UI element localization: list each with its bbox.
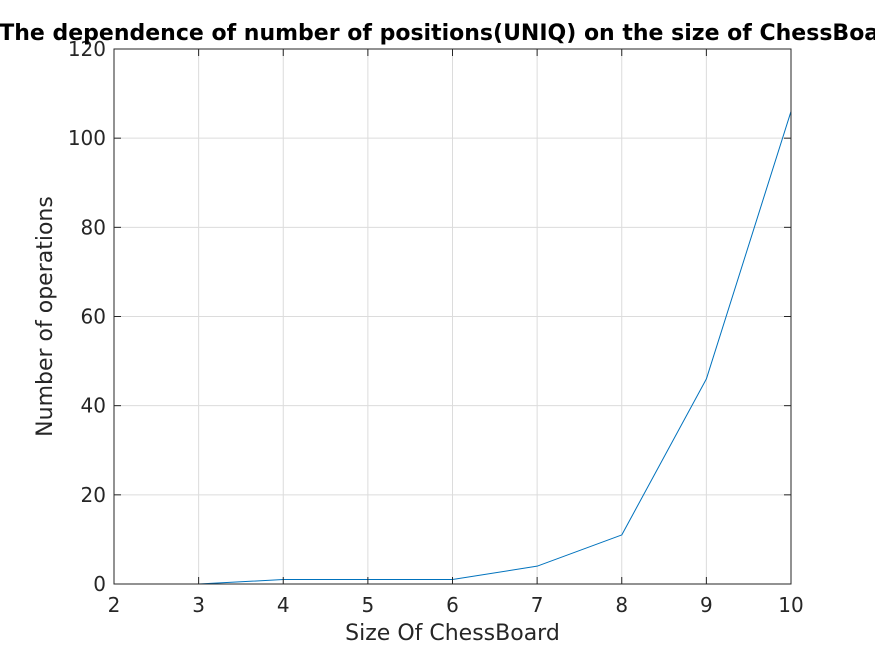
x-tick-label: 8 [615,593,628,617]
y-tick-label: 80 [81,215,106,239]
y-tick-label: 100 [68,126,106,150]
y-tick-labels: 0 20 40 60 80 100 120 [68,37,106,596]
x-tick-label: 7 [531,593,544,617]
y-axis-label: Number of operations [33,196,58,437]
grid-lines [114,49,791,584]
y-tick-label: 120 [68,37,106,61]
tick-marks [113,48,792,585]
x-tick-label: 3 [192,593,205,617]
y-tick-label: 40 [81,394,106,418]
x-tick-label: 6 [446,593,459,617]
x-tick-labels: 2 3 4 5 6 7 8 9 10 [108,593,804,617]
x-tick-label: 5 [362,593,375,617]
x-tick-label: 2 [108,593,121,617]
x-axis-label: Size Of ChessBoard [345,621,560,646]
x-tick-label: 10 [778,593,803,617]
chart-title: The dependence of number of positions(UN… [0,21,875,46]
x-tick-label: 9 [700,593,713,617]
y-tick-label: 20 [81,483,106,507]
y-tick-label: 60 [81,305,106,329]
x-tick-label: 4 [277,593,290,617]
y-tick-label: 0 [93,572,106,596]
